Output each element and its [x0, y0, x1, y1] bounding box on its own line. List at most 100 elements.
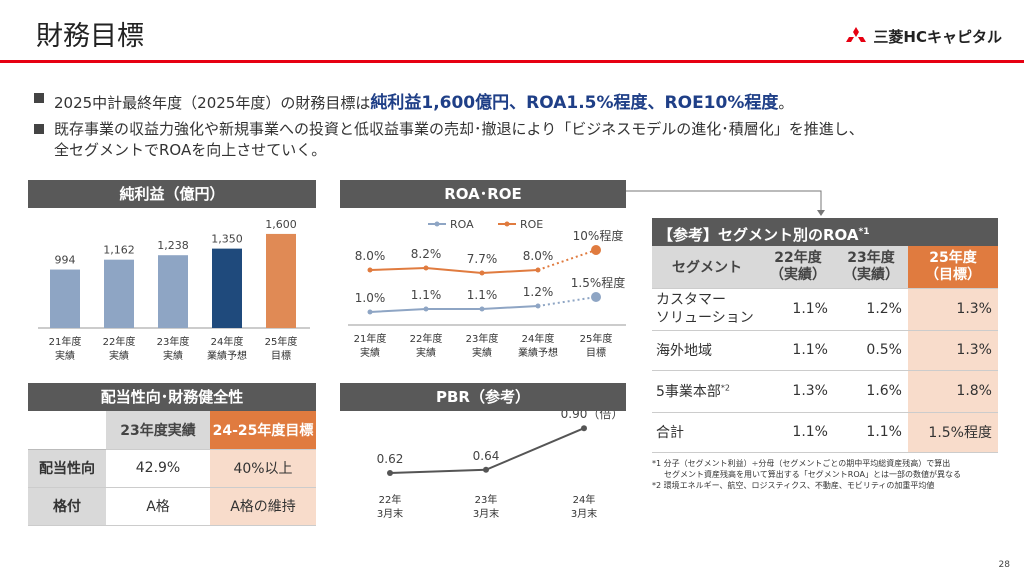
- segment-roa-title: 【参考】セグメント別のROA: [658, 226, 859, 244]
- bullet1-text: 2025中計最終年度（2025年度）の財務目標は: [54, 94, 371, 112]
- cell-fy22: 1.1%: [762, 330, 834, 371]
- cell-fy23: 1.6%: [834, 370, 908, 413]
- data-label: 8.2%: [411, 247, 442, 261]
- cell-target: A格の維持: [210, 487, 316, 526]
- data-point: [479, 270, 485, 276]
- data-point: [591, 292, 601, 302]
- data-label: 7.7%: [467, 252, 498, 266]
- bar-label: 1,350: [211, 233, 243, 246]
- cell-fy25: 1.8%: [908, 370, 998, 413]
- segment-sup: *2: [720, 383, 731, 393]
- data-point: [535, 267, 541, 273]
- table-row: 海外地域 1.1% 0.5% 1.3%: [652, 330, 998, 371]
- data-label: 1.0%: [355, 291, 386, 305]
- legend-marker: [504, 221, 510, 227]
- x-tick-label: 3月末: [473, 507, 499, 520]
- data-point: [535, 303, 541, 309]
- x-tick-label: 実績: [360, 346, 380, 359]
- bar-label: 1,238: [157, 239, 189, 252]
- data-point: [367, 267, 373, 273]
- segment-name: カスタマーソリューション: [652, 288, 762, 331]
- page-number: 28: [998, 560, 1010, 570]
- x-tick-label: 目標: [586, 346, 606, 359]
- data-point: [387, 470, 393, 476]
- bar-label: 1,600: [265, 218, 297, 231]
- bullet-strategy: 既存事業の収益力強化や新規事業への投資と低収益事業の売却･撤退により「ビジネスモ…: [34, 119, 864, 161]
- cell-fy25: 1.3%: [908, 288, 998, 331]
- data-label: 10%程度: [573, 228, 624, 243]
- x-tick-label: 21年度: [49, 335, 82, 348]
- cell-fy22: 1.1%: [762, 288, 834, 331]
- cell-fy25: 1.5%程度: [908, 412, 998, 453]
- data-label: 0.64: [473, 449, 500, 463]
- col-fy22-type: （実績）: [770, 266, 826, 283]
- data-label: 1.1%: [467, 288, 498, 302]
- bullet2-line2: 全セグメントでROAを向上させていく。: [54, 141, 327, 159]
- col-target: 24-25年度目標: [210, 411, 316, 450]
- x-tick-label: 25年度: [580, 332, 613, 345]
- col-fy22-year: 22年度: [774, 249, 822, 266]
- data-label: 1.1%: [411, 288, 442, 302]
- net-income-header: 純利益（億円）: [28, 180, 316, 208]
- x-tick-label: 23年度: [466, 332, 499, 345]
- col-fy25-year: 25年度: [929, 249, 977, 266]
- cell-fy22: 1.3%: [762, 370, 834, 413]
- series-line: [369, 305, 539, 313]
- table-row: カスタマー ソリューション 1.1% 1.2% 1.3%: [652, 288, 998, 331]
- bullet-financial-target: 2025中計最終年度（2025年度）の財務目標は純利益1,600億円、ROA1.…: [34, 88, 793, 113]
- x-tick-label: 実績: [472, 346, 492, 359]
- company-logo: 三菱HCキャピタル: [845, 26, 1002, 47]
- col-fy23-type: （実績）: [843, 266, 899, 283]
- col-fy25: 25年度 （目標）: [908, 246, 998, 289]
- data-point: [591, 245, 601, 255]
- data-label: 1.2%: [523, 285, 554, 299]
- x-tick-label: 実績: [416, 346, 436, 359]
- x-tick-label: 実績: [55, 349, 75, 362]
- bar-label: 994: [55, 254, 76, 267]
- dividend-table: 23年度実績 24-25年度目標 配当性向 42.9% 40%以上 格付 A格 …: [28, 411, 316, 526]
- data-label: 0.90（倍）: [561, 411, 624, 421]
- x-tick-label: 24年: [573, 493, 596, 506]
- cell-target: 40%以上: [210, 449, 316, 488]
- note-2: *2 環境エネルギー、航空、ロジスティクス、不動産、モビリティの加重平均値: [652, 481, 935, 490]
- data-point: [423, 265, 429, 271]
- col-fy23-actual: 23年度実績: [106, 411, 210, 450]
- series-line: [369, 266, 539, 275]
- cell-value: 42.9%: [106, 449, 210, 488]
- data-point: [483, 466, 489, 473]
- x-tick-label: 22年: [379, 493, 402, 506]
- x-tick-label: 業績予想: [207, 349, 247, 362]
- data-label: 8.0%: [523, 249, 554, 263]
- x-tick-label: 3月末: [377, 507, 403, 520]
- col-fy23-year: 23年度: [847, 249, 895, 266]
- x-tick-label: 23年度: [157, 335, 190, 348]
- x-tick-label: 24年度: [211, 335, 244, 348]
- bar: [104, 259, 134, 328]
- segment-name: 海外地域: [652, 330, 762, 371]
- row-label: 配当性向: [28, 449, 106, 488]
- data-label: 0.62: [377, 452, 404, 466]
- segment-name-line2: ソリューション: [656, 310, 754, 326]
- x-tick-label: 25年度: [265, 335, 298, 348]
- cell-fy23: 1.1%: [834, 412, 908, 453]
- col-fy25-type: （目標）: [925, 266, 981, 283]
- legend-label: ROA: [450, 218, 474, 231]
- data-point: [581, 425, 587, 432]
- note-1b: セグメント資産残高を用いて算出する「セグメントROA」とは一部の数値が異なる: [664, 470, 961, 479]
- x-tick-label: 3月末: [571, 507, 597, 520]
- roa-roe-header: ROA･ROE: [340, 180, 626, 208]
- col-fy22: 22年度 （実績）: [762, 246, 834, 289]
- segment-notes: *1 分子（セグメント利益）÷分母（セグメントごとの期中平均総資産残高）で算出 …: [652, 458, 1002, 491]
- cell-fy22: 1.1%: [762, 412, 834, 453]
- table-row: 5事業本部*2 1.3% 1.6% 1.8%: [652, 370, 998, 413]
- col-segment: セグメント: [652, 246, 762, 289]
- segment-name: 合計: [652, 412, 762, 453]
- x-tick-label: 23年: [475, 493, 498, 506]
- three-diamonds-icon: [846, 26, 867, 42]
- legend-marker: [434, 221, 440, 227]
- segment-name-line1: カスタマー: [656, 292, 726, 308]
- table-row: 格付 A格 A格の維持: [28, 487, 316, 526]
- data-label: 1.5%程度: [571, 275, 626, 290]
- bullet1-highlight: 純利益1,600億円、ROA1.5%程度、ROE10%程度: [370, 93, 779, 113]
